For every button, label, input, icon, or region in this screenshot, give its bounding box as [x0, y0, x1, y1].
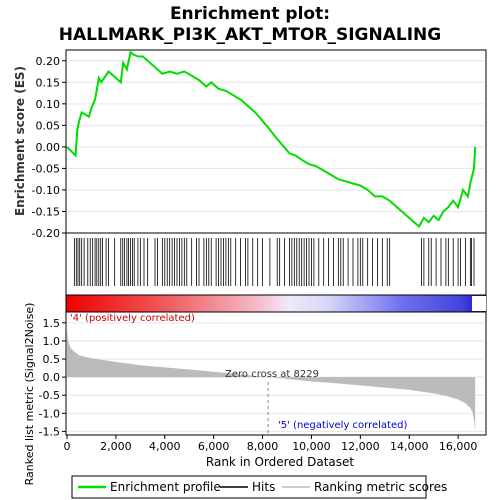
- negative-label: '5' (negatively correlated): [278, 420, 407, 431]
- es-tick-label: 0.20: [36, 55, 61, 68]
- metric-y-ticks: -1.5 -1.0 -0.5 0.0 0.5 1.0 1.5: [39, 317, 66, 438]
- metric-tick-label: 1.0: [43, 335, 61, 348]
- legend-metric-label: Ranking metric scores: [314, 480, 447, 494]
- legend-box: [71, 475, 427, 499]
- chart-title-line2: HALLMARK_PI3K_AKT_MTOR_SIGNALING: [59, 25, 441, 45]
- x-tick-label: 14,000: [390, 440, 429, 453]
- es-y-axis-label: Enrichment score (ES): [13, 66, 27, 216]
- metric-area: [67, 330, 476, 432]
- es-tick-label: -0.20: [32, 227, 60, 240]
- metric-panel: -1.5 -1.0 -0.5 0.0 0.5 1.0 1.5: [39, 311, 487, 438]
- metric-y-axis-label: Ranked list metric (Signal2Noise): [23, 303, 36, 486]
- hit-lines: [73, 238, 475, 286]
- zero-cross-label: Zero cross at 8229: [225, 369, 319, 380]
- hits-panel: [65, 232, 487, 296]
- metric-tick-label: 1.5: [43, 317, 61, 330]
- color-bar-tail: [472, 296, 486, 311]
- legend-es-label: Enrichment profile: [110, 480, 221, 494]
- legend-hits-label: Hits: [252, 480, 275, 494]
- metric-tick-label: -0.5: [39, 389, 60, 402]
- x-tick-label: 0: [64, 440, 71, 453]
- positive-label: '4' (positively correlated): [70, 313, 195, 324]
- es-tick-label: 0.10: [36, 98, 61, 111]
- legend: Enrichment profile Hits Ranking metric s…: [71, 475, 447, 499]
- hits-panel-frame: [65, 232, 487, 296]
- es-grid: [67, 60, 485, 234]
- metric-tick-label: 0.0: [43, 371, 61, 384]
- x-ticks: 0 2,000 4,000 6,000 8,000 10,000 12,000 14,000 1…: [64, 435, 478, 453]
- x-tick-label: 2,000: [100, 440, 132, 453]
- es-panel: -0.20 -0.15 -0.10 -0.05 0.00 0.05 0.10 0.15 0.20: [32, 49, 487, 240]
- es-tick-label: 0.05: [36, 119, 61, 132]
- x-tick-label: 16,000: [439, 440, 478, 453]
- x-tick-label: 6,000: [198, 440, 230, 453]
- es-tick-label: 0.00: [36, 141, 61, 154]
- es-panel-frame: [65, 49, 487, 234]
- ranking-color-bar: [65, 294, 487, 313]
- metric-tick-label: 0.5: [43, 353, 61, 366]
- es-tick-label: -0.15: [32, 205, 60, 218]
- x-tick-label: 12,000: [341, 440, 380, 453]
- es-tick-label: -0.05: [32, 162, 60, 175]
- color-bar: [65, 294, 487, 313]
- es-line: [66, 50, 477, 229]
- x-tick-label: 8,000: [247, 440, 279, 453]
- es-tick-label: 0.15: [36, 76, 61, 89]
- x-tick-label: 10,000: [292, 440, 331, 453]
- es-y-ticks: -0.20 -0.15 -0.10 -0.05 0.00 0.05 0.10 0.15 0.20: [32, 55, 66, 240]
- metric-tick-label: -1.0: [39, 407, 60, 420]
- x-tick-label: 4,000: [149, 440, 181, 453]
- x-axis-label: Rank in Ordered Dataset: [206, 455, 354, 469]
- metric-tick-label: -1.5: [39, 425, 60, 438]
- es-tick-label: -0.10: [32, 184, 60, 197]
- chart-title-line1: Enrichment plot:: [170, 4, 330, 24]
